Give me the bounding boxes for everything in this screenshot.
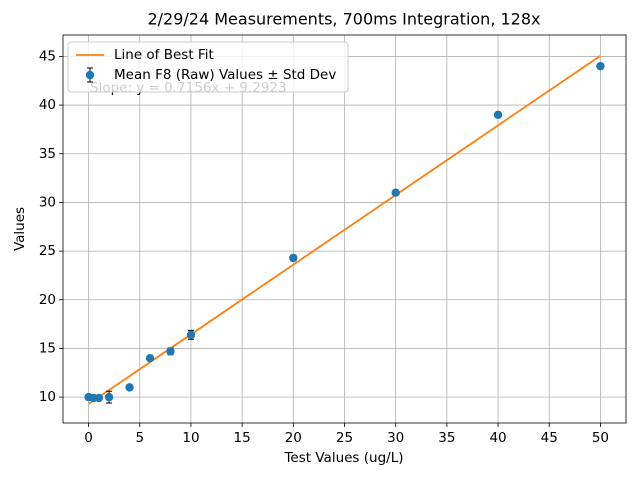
y-tick-label: 45 <box>39 48 56 64</box>
x-tick-label: 15 <box>234 430 251 446</box>
data-point <box>391 188 400 197</box>
y-tick-label: 10 <box>39 389 56 405</box>
y-tick-label: 30 <box>39 194 56 210</box>
x-tick-label: 25 <box>336 430 353 446</box>
x-tick-label: 45 <box>541 430 558 446</box>
legend-marker <box>85 70 95 80</box>
chart-title: 2/29/24 Measurements, 700ms Integration,… <box>147 10 540 29</box>
y-tick-label: 40 <box>39 97 56 113</box>
x-tick-label: 35 <box>438 430 455 446</box>
y-tick-label: 25 <box>39 243 56 259</box>
x-tick-label: 10 <box>182 430 199 446</box>
data-point <box>289 253 298 263</box>
x-tick-label: 0 <box>84 430 93 446</box>
data-point <box>166 347 175 356</box>
x-tick-label: 30 <box>387 430 404 446</box>
plot-frame <box>62 34 627 424</box>
y-tick-label: 15 <box>39 340 56 356</box>
fit-line <box>88 54 601 405</box>
x-tick-label: 5 <box>135 430 144 446</box>
data-point <box>596 61 605 71</box>
y-tick-label: 35 <box>39 146 56 162</box>
x-tick-label: 50 <box>592 430 609 446</box>
legend-label: Mean F8 (Raw) Values ± Std Dev <box>114 67 336 83</box>
y-tick-label: 20 <box>39 292 56 308</box>
data-point <box>104 392 114 402</box>
data-point <box>186 330 196 340</box>
data-point <box>145 353 155 363</box>
legend-label: Line of Best Fit <box>114 47 214 63</box>
data-point <box>94 393 104 403</box>
x-tick-label: 40 <box>489 430 506 446</box>
data-point <box>493 110 503 120</box>
y-axis-label: Values <box>12 207 28 251</box>
x-tick-label: 20 <box>285 430 302 446</box>
legend-box <box>67 41 349 93</box>
data-point <box>125 383 134 392</box>
x-axis-label: Test Values (ug/L) <box>283 450 403 466</box>
